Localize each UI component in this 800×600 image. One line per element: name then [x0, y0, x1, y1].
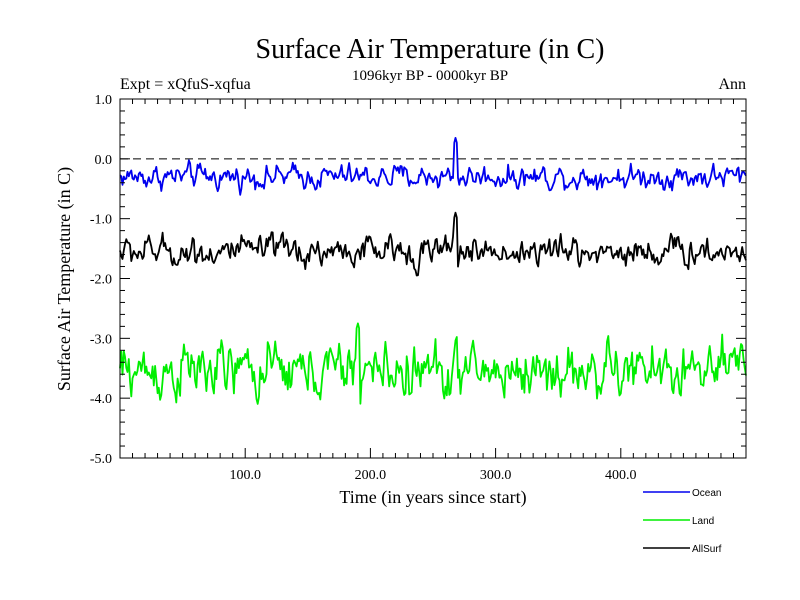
series-line-ocean	[119, 136, 747, 196]
experiment-label: Expt = xQfuS-xqfua	[120, 76, 251, 93]
legend-label-allsurf: AllSurf	[692, 544, 722, 555]
y-tick-label: 0.0	[95, 153, 113, 168]
y-tick-label: 1.0	[95, 93, 113, 108]
ticks-layer: 100.0 200.0 300.0 400.0 1.0 0.0 -1.0 -2.0 -3.0 -4…	[90, 93, 746, 483]
x-tick-label: 100.0	[229, 468, 261, 483]
chart-title: Surface Air Temperature (in C)	[256, 34, 605, 65]
plot-frame	[119, 98, 747, 459]
x-axis-label: Time (in years since start)	[339, 487, 526, 508]
y-tick-label: -2.0	[90, 273, 112, 288]
x-tick-label: 300.0	[480, 468, 512, 483]
y-tick-label: -4.0	[90, 392, 112, 407]
season-label: Ann	[718, 76, 746, 93]
x-tick-label: 200.0	[355, 468, 387, 483]
series-layer	[119, 136, 747, 405]
y-tick-label: -1.0	[90, 213, 112, 228]
x-tick-label: 400.0	[605, 468, 637, 483]
series-line-land	[119, 322, 747, 405]
legend-label-land: Land	[692, 516, 714, 527]
y-tick-label: -5.0	[90, 452, 112, 467]
legend-label-ocean: Ocean	[692, 488, 721, 499]
series-line-allsurf	[119, 211, 747, 277]
y-axis-label: Surface Air Temperature (in C)	[54, 167, 75, 391]
chart-subtitle: 1096kyr BP - 0000kyr BP	[352, 68, 508, 84]
legend: Ocean Land AllSurf	[643, 488, 722, 555]
y-tick-label: -3.0	[90, 332, 112, 347]
